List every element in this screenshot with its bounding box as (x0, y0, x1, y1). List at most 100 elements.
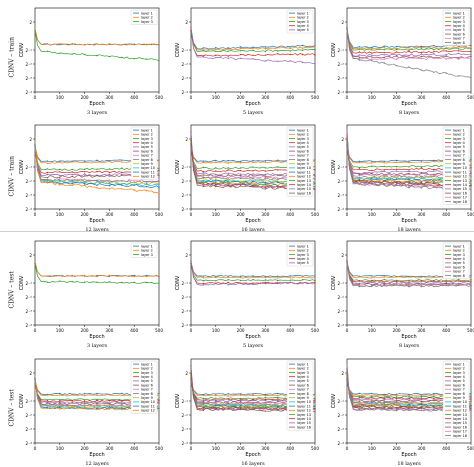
legend-entry: layer 2 (297, 16, 309, 20)
data-point (264, 394, 267, 397)
data-point (433, 395, 435, 398)
data-point (395, 65, 398, 67)
data-point (83, 402, 86, 404)
legend-entry: layer 1 (453, 128, 465, 132)
legend-entry: layer 12 (297, 175, 311, 179)
data-point (433, 51, 435, 53)
data-point (395, 282, 398, 284)
data-point (252, 58, 254, 60)
data-point (277, 179, 279, 181)
data-point (358, 402, 361, 404)
data-point (408, 281, 410, 283)
data-point (227, 55, 229, 57)
data-point (445, 47, 447, 49)
data-point (252, 161, 254, 164)
data-point (46, 405, 49, 407)
legend-entry: layer 7 (297, 388, 309, 392)
data-point (145, 180, 148, 183)
legend-entry: layer 11 (297, 170, 311, 174)
chart-train-8-layers: 2 2⁻¹ 2⁻² 2⁻³ 2⁻⁴0 100 200 300 400 500 Epoch CDNV 8 … (331, 7, 474, 116)
y-tick-label: 2⁻³ (25, 309, 32, 314)
data-point (46, 181, 49, 184)
data-point (158, 174, 160, 177)
data-point (277, 50, 279, 52)
data-point (371, 401, 373, 404)
series-line-layer-8 (346, 260, 472, 288)
data-point (395, 165, 398, 168)
data-point (433, 159, 435, 162)
legend-entry: layer 12 (141, 175, 155, 179)
data-point (470, 44, 472, 46)
data-point (470, 175, 472, 177)
data-point (227, 275, 229, 277)
legend-entry: layer 15 (297, 421, 311, 425)
data-point (96, 402, 98, 405)
x-tick-label: 100 (212, 328, 220, 333)
x-axis-label: Epoch (401, 452, 416, 458)
data-point (59, 400, 61, 402)
data-point (457, 278, 460, 281)
data-point (121, 275, 123, 277)
data-point (358, 59, 361, 61)
x-tick-label: 300 (261, 446, 269, 451)
data-point (202, 282, 205, 285)
legend-entry: layer 1 (297, 128, 309, 132)
data-point (83, 406, 86, 408)
row-label-train-2: CDNV – train (8, 156, 16, 197)
data-point (314, 401, 316, 403)
chart-caption: 16 layers (241, 227, 265, 233)
data-point (252, 283, 254, 286)
data-point (371, 46, 373, 49)
data-point (59, 168, 61, 171)
data-point (46, 162, 49, 165)
legend-entry: layer 3 (453, 20, 465, 24)
data-point (408, 57, 410, 59)
data-point (121, 167, 123, 169)
legend-entry: layer 10 (297, 166, 311, 170)
data-point (470, 181, 472, 184)
row-label-test-2: CDNV – test (8, 389, 16, 427)
data-point (371, 165, 373, 167)
legend-entry: layer 12 (453, 409, 467, 413)
data-point (371, 48, 373, 50)
legend-entry: layer 6 (297, 149, 309, 153)
data-point (314, 402, 316, 404)
legend-entry: layer 3 (141, 253, 153, 257)
x-tick-label: 200 (393, 446, 401, 451)
data-point (264, 46, 267, 48)
data-point (215, 400, 217, 402)
series-line-layer-4 (346, 28, 471, 54)
data-point (383, 401, 385, 404)
chart-test-18-layers: 2 2⁻¹ 2⁻² 2⁻³ 2⁻⁴0 100 200 300 400 500 Epoch CDNV 18… (331, 358, 474, 467)
series-line-layer-1 (190, 28, 316, 50)
data-point (59, 392, 61, 395)
data-point (314, 275, 316, 277)
data-point (301, 279, 304, 281)
data-point (408, 178, 410, 181)
series-line-layer-7 (346, 30, 472, 60)
data-point (314, 54, 316, 56)
data-point (470, 397, 472, 399)
data-point (239, 282, 242, 284)
x-tick-label: 300 (105, 212, 113, 217)
data-point (470, 167, 472, 169)
data-point (470, 393, 472, 395)
y-tick-label: 2⁻¹ (25, 48, 32, 53)
data-point (395, 403, 398, 405)
x-tick-label: 400 (130, 328, 138, 333)
data-point (358, 183, 361, 185)
data-point (433, 46, 435, 49)
data-point (215, 50, 217, 53)
data-point (227, 183, 229, 185)
data-point (158, 160, 160, 162)
y-tick-label: 2⁻³ (25, 427, 32, 432)
data-point (59, 174, 61, 177)
data-point (202, 185, 205, 188)
data-point (420, 167, 423, 169)
data-point (108, 281, 111, 283)
data-point (457, 52, 460, 55)
data-point (383, 184, 385, 186)
series-line-layer-3 (346, 261, 472, 282)
data-point (83, 393, 86, 395)
data-point (383, 395, 385, 397)
